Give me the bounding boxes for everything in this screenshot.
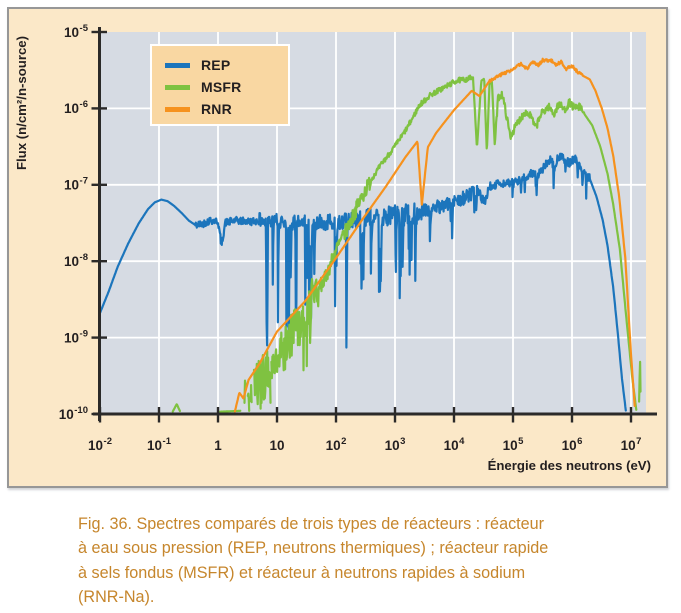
svg-text:106: 106 xyxy=(562,436,583,453)
rep-line-swatch xyxy=(165,62,190,68)
svg-text:1: 1 xyxy=(214,438,222,453)
curves xyxy=(99,57,642,413)
x-axis-title: Énergie des neutrons (eV) xyxy=(488,458,651,473)
svg-text:104: 104 xyxy=(444,436,466,453)
svg-text:10-1: 10-1 xyxy=(147,436,172,453)
caption-line: (RNR-Na). xyxy=(78,588,155,607)
svg-text:10-2: 10-2 xyxy=(88,436,112,453)
legend-label-rep: REP xyxy=(201,57,231,73)
rnr-curve xyxy=(233,57,636,413)
svg-text:102: 102 xyxy=(326,436,347,453)
caption-line: à sels fondus (MSFR) et réacteur à neutr… xyxy=(78,563,526,582)
svg-text:10-9: 10-9 xyxy=(64,328,88,345)
svg-text:10-10: 10-10 xyxy=(59,405,88,422)
svg-text:10-7: 10-7 xyxy=(64,176,88,193)
rnr-line-swatch xyxy=(165,106,190,112)
figure-caption: Fig. 36. Spectres comparés de trois type… xyxy=(78,512,548,610)
y-axis-title: Flux (n/cm²/n-source) xyxy=(14,36,29,170)
msfr-line-swatch xyxy=(165,84,190,90)
svg-text:10-8: 10-8 xyxy=(64,252,88,269)
legend-label-rnr: RNR xyxy=(201,101,232,117)
caption-line: à eau sous pression (REP, neutrons therm… xyxy=(78,539,549,558)
legend-label-msfr: MSFR xyxy=(201,79,242,95)
flux-spectra-chart: 10-2 10-1 1 10 102 103 104 105 106 107 10-5 10-6 10-… xyxy=(14,23,657,473)
svg-text:103: 103 xyxy=(385,436,406,453)
svg-text:105: 105 xyxy=(503,436,525,453)
caption-line: Fig. 36. Spectres comparés de trois type… xyxy=(78,515,545,533)
rep-curve xyxy=(99,152,627,412)
svg-text:107: 107 xyxy=(621,436,642,453)
msfr-curve xyxy=(171,74,642,413)
legend-item-rep: REP xyxy=(165,54,288,76)
svg-text:10-5: 10-5 xyxy=(64,23,89,40)
legend-item-msfr: MSFR xyxy=(165,76,288,98)
svg-text:10-6: 10-6 xyxy=(64,99,88,116)
svg-text:10: 10 xyxy=(269,438,284,453)
axes: 10-2 10-1 1 10 102 103 104 105 106 107 10-5 10-6 10-… xyxy=(14,23,657,473)
chart-legend: REP MSFR RNR xyxy=(150,44,290,126)
legend-item-rnr: RNR xyxy=(165,98,288,120)
